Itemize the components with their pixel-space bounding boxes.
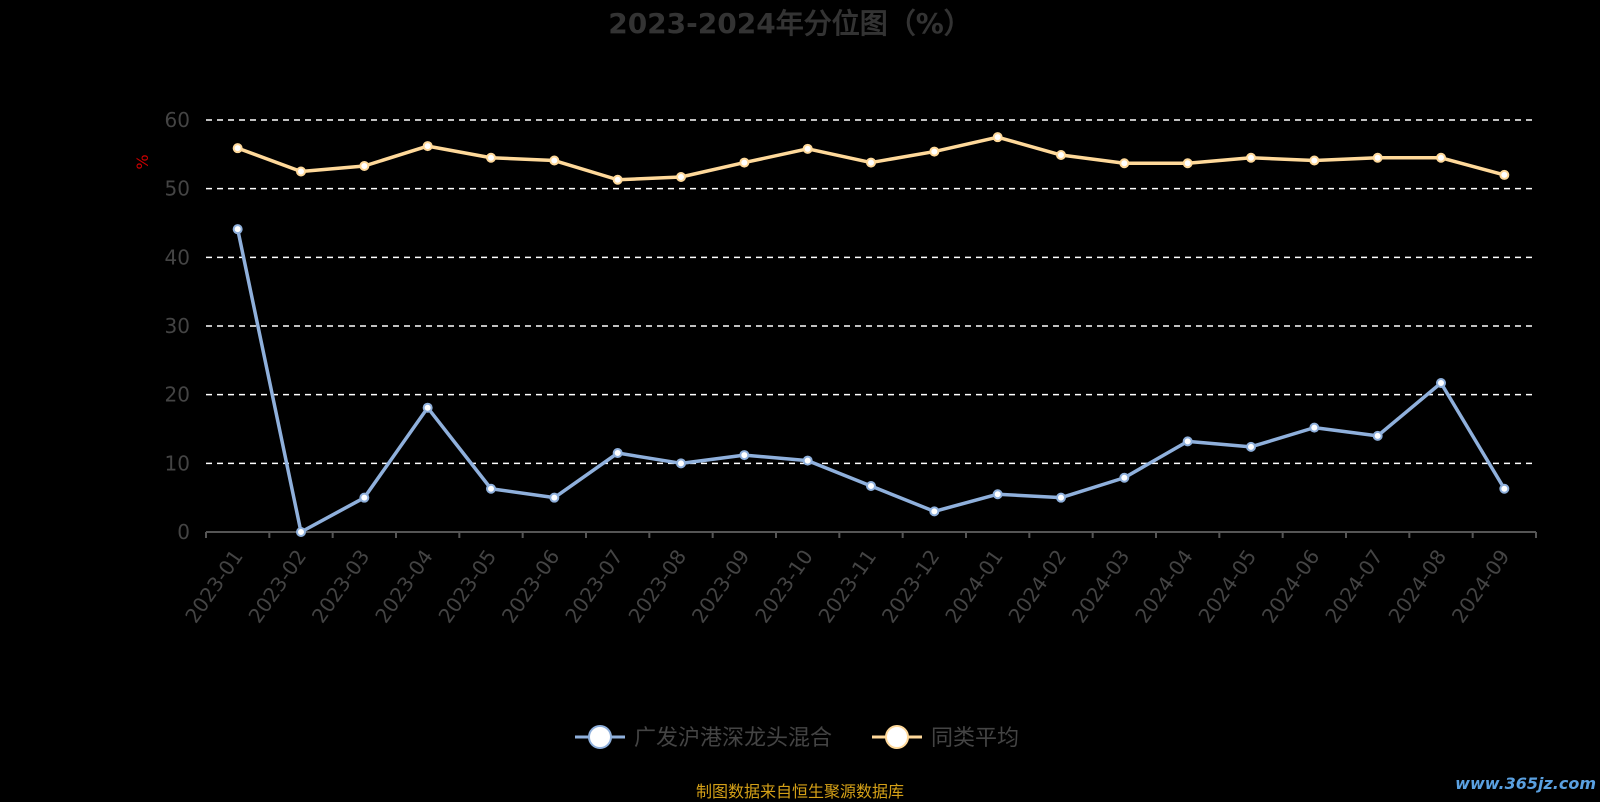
data-point[interactable] — [992, 489, 1003, 500]
x-tick-label: 2023-12 — [877, 545, 945, 627]
x-tick-label: 2023-03 — [307, 545, 375, 627]
x-tick-label: 2023-05 — [433, 545, 501, 627]
x-tick-label: 2023-06 — [497, 545, 565, 627]
data-point[interactable] — [1246, 152, 1256, 163]
data-point[interactable] — [1309, 155, 1320, 166]
y-tick-label: 60 — [165, 108, 190, 132]
x-tick-label: 2023-04 — [370, 545, 438, 627]
data-point[interactable] — [1372, 152, 1383, 163]
axes: 01020304050602023-012023-022023-032023-0… — [165, 108, 1537, 627]
x-tick-label: 2023-07 — [560, 545, 628, 627]
data-point[interactable] — [422, 402, 433, 413]
data-point[interactable] — [1436, 377, 1446, 388]
x-tick-label: 2023-08 — [623, 545, 691, 627]
data-point[interactable] — [1499, 169, 1510, 180]
data-point[interactable] — [486, 483, 496, 494]
data-point[interactable] — [1499, 483, 1510, 494]
y-tick-label: 10 — [165, 451, 190, 475]
legend-item-0[interactable]: 广发沪港深龙头混合 — [575, 725, 832, 751]
data-point[interactable] — [1182, 158, 1193, 169]
x-tick-label: 2024-09 — [1447, 545, 1515, 627]
data-point[interactable] — [1246, 441, 1256, 452]
y-tick-label: 50 — [165, 177, 190, 201]
data-point[interactable] — [802, 143, 813, 154]
data-point[interactable] — [612, 448, 623, 459]
legend[interactable]: 广发沪港深龙头混合 同类平均 — [575, 725, 1019, 751]
data-point[interactable] — [549, 155, 560, 166]
data-point[interactable] — [1056, 150, 1066, 161]
y-axis-unit-label: % — [133, 154, 152, 169]
data-point[interactable] — [1056, 492, 1066, 503]
x-tick-label: 2023-01 — [180, 545, 248, 627]
x-tick-label: 2024-03 — [1067, 545, 1135, 627]
data-point[interactable] — [1119, 472, 1130, 483]
x-tick-label: 2023-11 — [813, 545, 881, 627]
legend-marker — [885, 725, 909, 749]
legend-label: 广发沪港深龙头混合 — [634, 726, 832, 751]
x-tick-label: 2024-02 — [1003, 545, 1071, 627]
x-tick-label: 2024-07 — [1320, 545, 1388, 627]
data-point[interactable] — [676, 171, 686, 182]
chart-title: 2023-2024年分位图（%） — [608, 7, 972, 40]
legend-marker — [588, 725, 612, 749]
data-point[interactable] — [422, 141, 433, 152]
data-point[interactable] — [232, 224, 243, 235]
legend-item-1[interactable]: 同类平均 — [872, 725, 1019, 751]
data-point[interactable] — [612, 174, 623, 185]
data-point[interactable] — [866, 157, 876, 168]
data-point[interactable] — [739, 450, 750, 461]
site-watermark: www.365jz.com — [1455, 774, 1596, 793]
data-point[interactable] — [739, 157, 750, 168]
data-point[interactable] — [1182, 436, 1193, 447]
data-point[interactable] — [992, 132, 1003, 143]
data-source-note: 制图数据来自恒生聚源数据库 — [695, 782, 904, 801]
x-tick-label: 2023-10 — [750, 545, 818, 627]
data-point[interactable] — [929, 506, 940, 517]
data-point[interactable] — [296, 527, 306, 537]
data-point[interactable] — [929, 146, 940, 157]
y-tick-label: 30 — [165, 314, 190, 338]
data-point[interactable] — [486, 152, 496, 163]
data-point[interactable] — [1119, 158, 1130, 169]
data-point[interactable] — [359, 492, 370, 503]
x-tick-label: 2024-05 — [1193, 545, 1261, 627]
data-point[interactable] — [676, 458, 686, 469]
x-tick-label: 2024-01 — [940, 545, 1008, 627]
data-point[interactable] — [1436, 152, 1446, 163]
data-point[interactable] — [866, 480, 876, 491]
data-point[interactable] — [296, 166, 306, 177]
data-point[interactable] — [1309, 422, 1320, 433]
gridlines — [206, 119, 1536, 465]
data-point[interactable] — [549, 492, 560, 503]
y-tick-label: 40 — [165, 245, 190, 269]
x-tick-label: 2023-09 — [687, 545, 755, 627]
y-tick-label: 0 — [177, 520, 190, 544]
x-tick-label: 2024-04 — [1130, 545, 1198, 627]
data-point[interactable] — [802, 455, 813, 466]
x-tick-label: 2023-02 — [243, 545, 311, 627]
series-lines — [232, 132, 1510, 537]
legend-label: 同类平均 — [931, 726, 1019, 751]
x-tick-label: 2024-06 — [1257, 545, 1325, 627]
data-point[interactable] — [359, 161, 370, 172]
x-tick-label: 2024-08 — [1383, 545, 1451, 627]
data-point[interactable] — [1372, 430, 1383, 441]
data-point[interactable] — [232, 143, 243, 154]
y-tick-label: 20 — [165, 383, 190, 407]
